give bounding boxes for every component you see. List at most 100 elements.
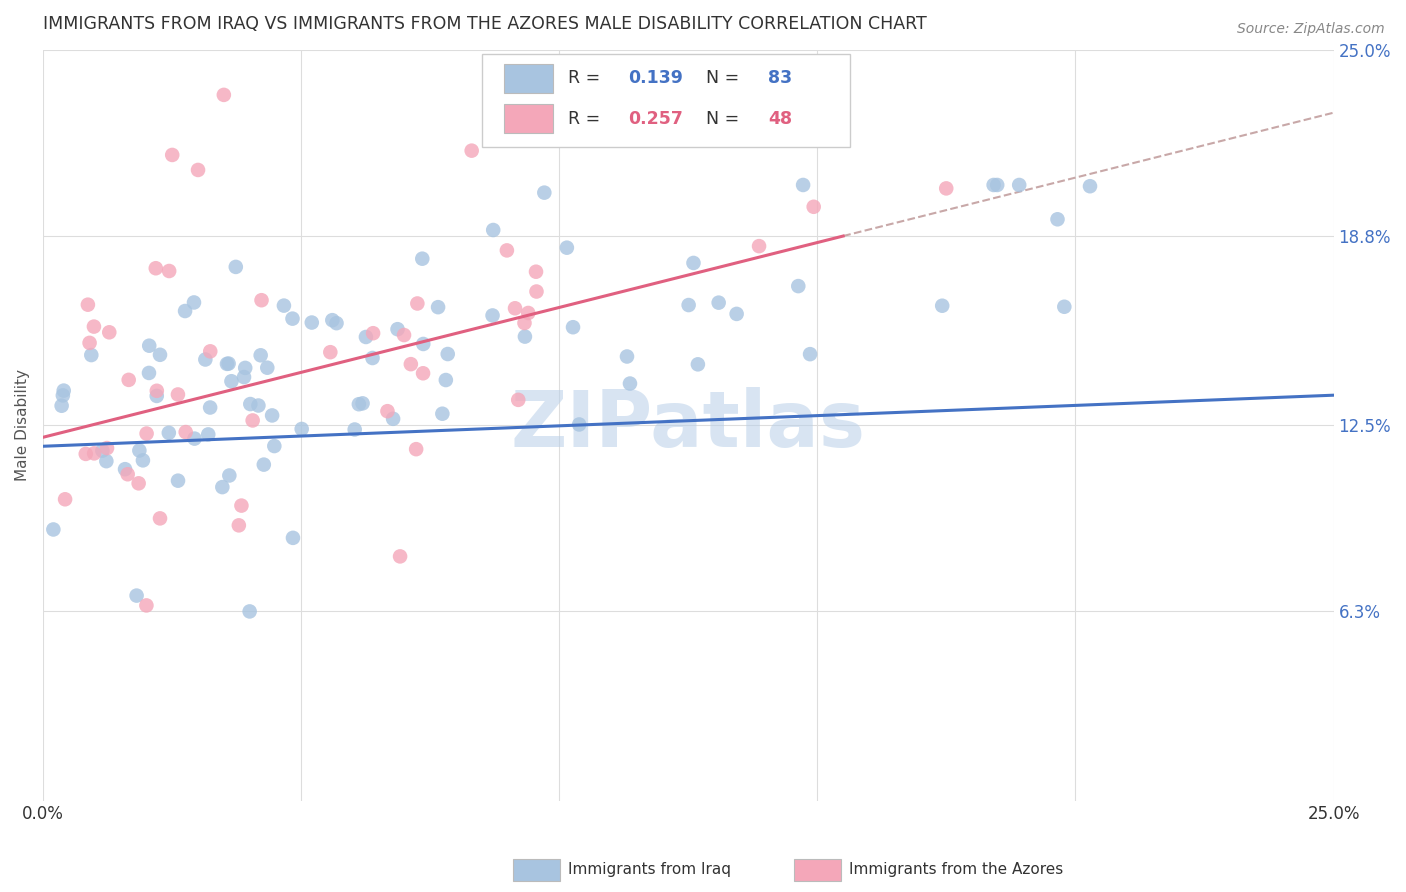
Point	[117, 467, 139, 482]
Point	[145, 389, 167, 403]
Point	[616, 350, 638, 364]
Point	[555, 241, 578, 255]
Point	[263, 439, 285, 453]
Point	[412, 337, 434, 351]
Point	[513, 329, 536, 343]
Point	[233, 370, 256, 384]
Point	[194, 352, 217, 367]
Point	[792, 178, 814, 192]
Point	[83, 446, 105, 460]
Text: 83: 83	[768, 70, 793, 87]
Point	[748, 239, 770, 253]
Text: R =: R =	[568, 110, 606, 128]
Point	[135, 599, 157, 613]
Point	[460, 144, 482, 158]
Point	[253, 458, 276, 472]
Point	[262, 409, 284, 423]
Point	[517, 306, 540, 320]
Point	[118, 373, 141, 387]
Point	[354, 330, 377, 344]
Point	[562, 320, 585, 334]
Point	[52, 384, 75, 398]
Point	[197, 427, 219, 442]
Point	[496, 244, 519, 258]
Point	[406, 296, 429, 310]
Point	[482, 223, 505, 237]
Y-axis label: Male Disability: Male Disability	[15, 369, 30, 481]
Point	[513, 316, 536, 330]
Point	[160, 148, 183, 162]
Point	[183, 295, 205, 310]
Point	[250, 293, 273, 308]
Point	[96, 454, 118, 468]
Point	[146, 384, 169, 398]
Point	[1008, 178, 1031, 192]
Point	[247, 399, 270, 413]
Point	[96, 441, 118, 455]
Point	[52, 388, 75, 402]
Point	[321, 313, 343, 327]
Point	[678, 298, 700, 312]
Point	[787, 279, 810, 293]
Point	[686, 357, 709, 371]
Point	[707, 295, 730, 310]
Point	[533, 186, 555, 200]
Point	[239, 604, 262, 618]
Point	[138, 339, 160, 353]
Point	[215, 357, 238, 371]
Point	[114, 462, 136, 476]
Point	[725, 307, 748, 321]
Point	[803, 200, 825, 214]
Point	[682, 256, 704, 270]
Point	[145, 261, 167, 276]
Point	[325, 316, 347, 330]
Point	[200, 344, 222, 359]
FancyBboxPatch shape	[503, 64, 553, 93]
Point	[273, 299, 295, 313]
Point	[1078, 179, 1101, 194]
Point	[128, 443, 150, 458]
Text: Source: ZipAtlas.com: Source: ZipAtlas.com	[1237, 22, 1385, 37]
Point	[212, 87, 235, 102]
Point	[361, 326, 384, 341]
Text: 0.139: 0.139	[627, 70, 682, 87]
Point	[405, 442, 427, 457]
Text: Immigrants from the Azores: Immigrants from the Azores	[849, 863, 1063, 877]
Point	[291, 422, 314, 436]
Point	[218, 468, 240, 483]
Point	[83, 319, 105, 334]
Point	[231, 499, 253, 513]
Point	[434, 373, 457, 387]
Text: IMMIGRANTS FROM IRAQ VS IMMIGRANTS FROM THE AZORES MALE DISABILITY CORRELATION C: IMMIGRANTS FROM IRAQ VS IMMIGRANTS FROM …	[44, 15, 927, 33]
Point	[343, 423, 366, 437]
Point	[167, 474, 190, 488]
Point	[138, 366, 160, 380]
Point	[239, 397, 262, 411]
Point	[125, 589, 148, 603]
Point	[167, 387, 190, 401]
Point	[392, 328, 415, 343]
Point	[132, 453, 155, 467]
Point	[503, 301, 526, 316]
Point	[319, 345, 342, 359]
Point	[128, 476, 150, 491]
Point	[983, 178, 1005, 192]
Point	[411, 252, 433, 266]
Point	[432, 407, 454, 421]
Point	[53, 492, 76, 507]
Point	[42, 523, 65, 537]
Point	[524, 265, 547, 279]
Point	[427, 300, 450, 314]
FancyBboxPatch shape	[482, 54, 849, 147]
Point	[281, 531, 304, 545]
Point	[98, 326, 121, 340]
Point	[80, 348, 103, 362]
Point	[986, 178, 1008, 192]
Point	[361, 351, 384, 365]
Point	[242, 413, 264, 427]
Point	[352, 396, 374, 410]
Point	[249, 348, 271, 362]
Point	[174, 304, 197, 318]
Point	[228, 518, 250, 533]
Point	[436, 347, 458, 361]
